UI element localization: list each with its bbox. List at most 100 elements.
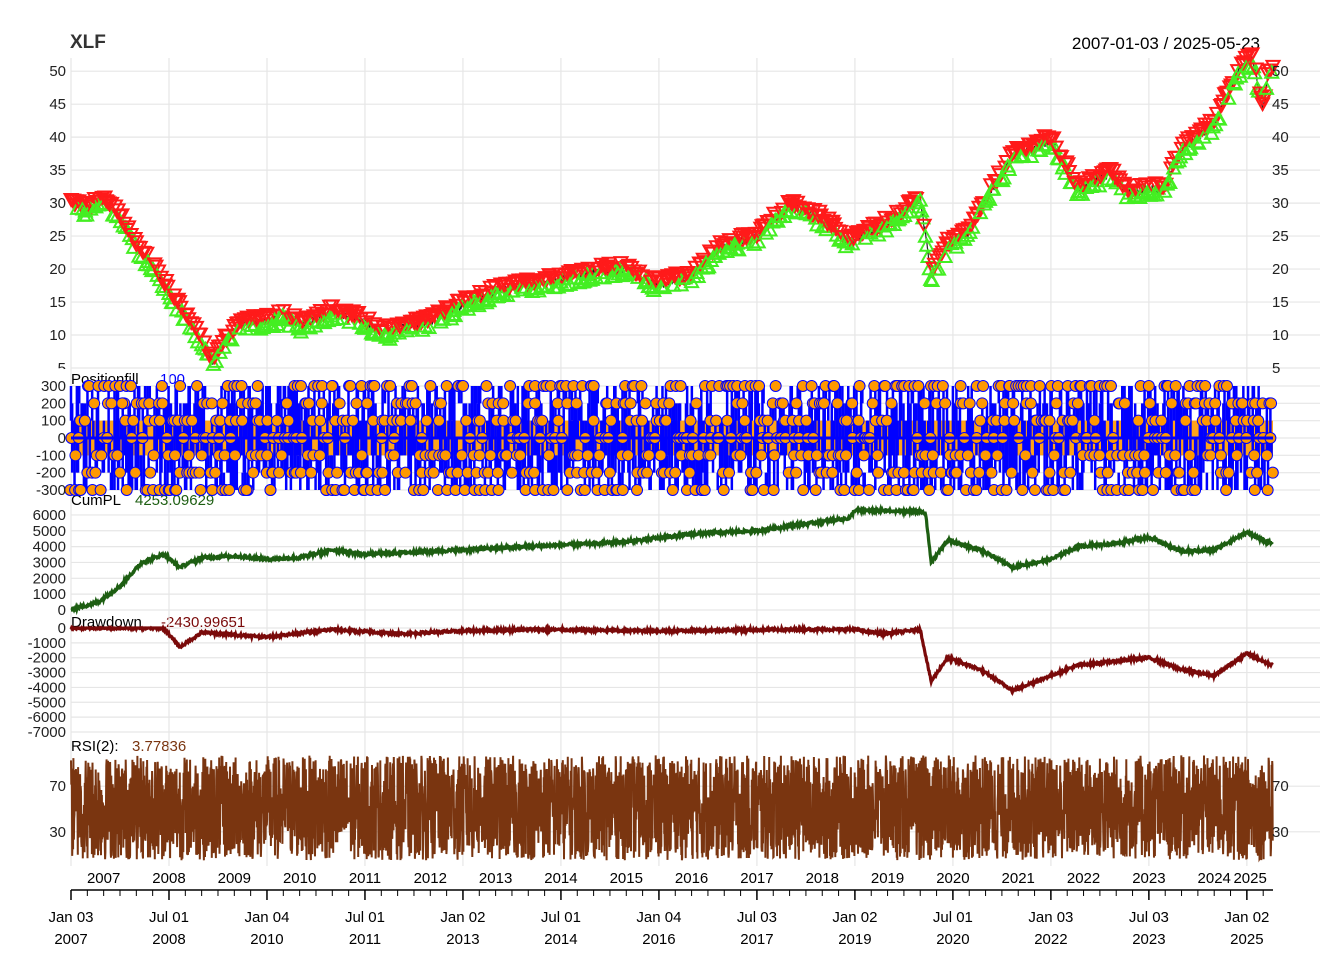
position-point [1261, 484, 1274, 496]
sell-marker [1102, 162, 1120, 177]
position-point [1169, 380, 1182, 392]
position-point [361, 397, 374, 410]
position-point [313, 449, 326, 462]
drawdown-ytick-label: -2000 [28, 650, 66, 667]
position-point [885, 397, 898, 410]
position-point [797, 484, 810, 496]
position-point [1122, 484, 1135, 496]
sell-marker [275, 304, 293, 319]
position-point [214, 414, 227, 427]
position-point [182, 449, 195, 462]
position-point [973, 466, 986, 479]
x-date-tick-label: Jul 03 [737, 909, 777, 926]
position-point [275, 449, 288, 462]
position-point [111, 449, 124, 462]
panel-separator [0, 369, 68, 381]
position-point [1071, 397, 1084, 410]
position-ytick-label: 300 [41, 378, 66, 395]
position-point [433, 414, 446, 427]
position-point [506, 466, 519, 479]
position-point [593, 449, 606, 462]
date-range: 2007-01-03 / 2025-05-23 [1072, 34, 1260, 53]
position-point [240, 484, 253, 496]
price-ytick-label: 20 [49, 261, 66, 278]
position-point [1132, 414, 1145, 427]
position-point [663, 397, 676, 410]
x-year-label: 2011 [349, 870, 381, 887]
position-point [635, 380, 648, 392]
buy-marker [243, 317, 260, 333]
buy-marker [689, 268, 707, 284]
position-point [1048, 449, 1061, 462]
position-point [434, 397, 447, 410]
position-point [338, 484, 351, 496]
position-point [1005, 466, 1018, 479]
position-point [509, 414, 522, 427]
sell-marker [152, 270, 170, 286]
buy-marker [655, 279, 673, 295]
position-point [1266, 466, 1279, 479]
buy-marker [923, 272, 941, 287]
position-point [1088, 414, 1101, 427]
x-year-label: 2016 [675, 870, 708, 887]
x-date-tick-year: 2025 [1230, 931, 1263, 948]
drawdown-ytick-label: 0 [58, 620, 66, 637]
position-point [1043, 466, 1056, 479]
position-point [776, 397, 789, 410]
drawdown-ytick-label: -6000 [28, 709, 66, 726]
cumpl-ytick-label: 0 [58, 602, 66, 619]
buy-marker [930, 260, 947, 276]
position-point [1209, 414, 1222, 427]
position-point [1024, 397, 1037, 410]
sell-marker [138, 246, 155, 262]
x-date-tick-year: 2011 [349, 931, 381, 948]
position-point [451, 466, 464, 479]
position-point [631, 484, 644, 496]
position-point [898, 466, 911, 479]
buy-marker [1172, 148, 1189, 164]
position-point [404, 414, 417, 427]
position-point [961, 449, 974, 462]
position-point [1142, 380, 1155, 392]
sell-marker [682, 268, 699, 284]
position-point [427, 466, 440, 479]
position-point [294, 466, 307, 479]
drawdown-line [69, 622, 1274, 697]
position-point [528, 466, 541, 479]
position-point [191, 380, 204, 392]
position-point [264, 484, 277, 496]
buy-marker [936, 248, 954, 264]
x-year-label: 2025 [1233, 870, 1266, 887]
price-ytick-label: 40 [49, 129, 66, 146]
x-year-label: 2010 [283, 870, 316, 887]
position-point [561, 484, 574, 496]
position-point [736, 397, 749, 410]
position-point [963, 397, 976, 410]
sell-marker [734, 233, 751, 249]
position-point [1252, 414, 1265, 427]
position-point [497, 397, 510, 410]
position-point [1051, 380, 1064, 392]
buy-marker [1000, 161, 1018, 177]
position-point [936, 380, 949, 392]
position-point [907, 484, 920, 496]
sell-marker [825, 217, 843, 233]
position-point [473, 414, 486, 427]
position-point [683, 466, 696, 479]
position-point [846, 397, 859, 410]
buy-marker [491, 284, 508, 299]
position-point [387, 449, 400, 462]
position-point [484, 449, 497, 462]
position-point [209, 466, 222, 479]
position-point [480, 380, 493, 392]
position-point [1248, 449, 1261, 462]
x-year-label: 2021 [1002, 870, 1035, 887]
position-point [1026, 466, 1039, 479]
buy-marker [1220, 90, 1237, 105]
position-point [170, 484, 183, 496]
position-point [954, 380, 967, 392]
position-point [88, 397, 101, 410]
x-year-label: 2007 [87, 870, 120, 887]
position-point [460, 414, 473, 427]
position-point [912, 380, 925, 392]
